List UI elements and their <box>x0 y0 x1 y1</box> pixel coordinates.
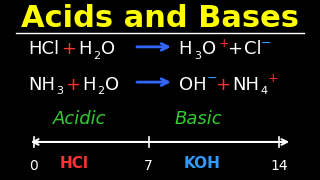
Text: 3: 3 <box>194 51 201 61</box>
Text: OH: OH <box>179 76 206 94</box>
Text: O: O <box>202 40 216 58</box>
Text: −: − <box>261 37 272 50</box>
Text: H: H <box>78 40 92 58</box>
Text: NH: NH <box>232 76 260 94</box>
Text: KOH: KOH <box>183 156 220 171</box>
Text: 2: 2 <box>93 51 100 61</box>
Text: −: − <box>207 72 217 85</box>
Text: +: + <box>228 40 243 58</box>
Text: 3: 3 <box>56 86 63 96</box>
Text: +: + <box>61 40 76 58</box>
Text: NH: NH <box>28 76 55 94</box>
Text: +: + <box>218 37 229 50</box>
Text: HCl: HCl <box>28 40 59 58</box>
Text: +: + <box>65 76 80 94</box>
Text: +: + <box>267 72 278 85</box>
Text: Basic: Basic <box>175 110 223 128</box>
Text: Cl: Cl <box>244 40 261 58</box>
Text: HCl: HCl <box>59 156 88 171</box>
Text: O: O <box>105 76 119 94</box>
Text: 2: 2 <box>97 86 104 96</box>
Text: 4: 4 <box>260 86 267 96</box>
Text: O: O <box>101 40 115 58</box>
Text: Acids and Bases: Acids and Bases <box>21 4 299 33</box>
Text: H: H <box>179 40 192 58</box>
Text: 0: 0 <box>29 159 38 172</box>
Text: 14: 14 <box>270 159 288 172</box>
Text: 7: 7 <box>144 159 153 172</box>
Text: Acidic: Acidic <box>53 110 106 128</box>
Text: H: H <box>82 76 95 94</box>
Text: +: + <box>215 76 230 94</box>
